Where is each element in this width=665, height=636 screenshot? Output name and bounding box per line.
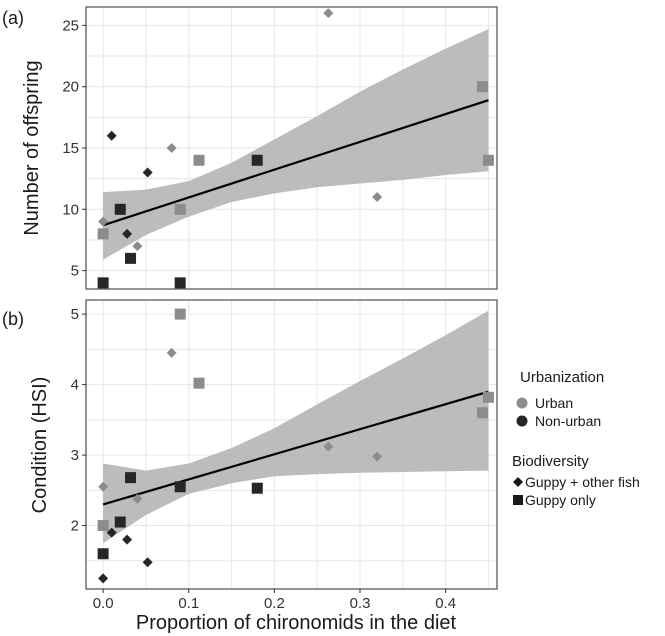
data-point-square: [482, 154, 494, 166]
x-tick-label: 0.3: [350, 595, 371, 612]
panel-b-y-ticks: 2 3 4 5: [71, 306, 86, 535]
legend-swatch-diamond: [513, 477, 523, 487]
y-tick-label: 4: [71, 377, 79, 394]
data-point-square: [114, 203, 126, 215]
data-point-diamond: [323, 8, 334, 19]
data-point-square: [174, 308, 186, 320]
data-point-square: [114, 516, 126, 528]
panel-a-fit-group: [102, 99, 489, 227]
legend-title-biodiversity: Biodiversity: [512, 453, 589, 470]
confidence-band: [103, 29, 489, 260]
legend-label-guppy-other: Guppy + other fish: [525, 474, 640, 490]
panel-b: 2 3 4 5 0.0 0.1 0.2 0.3 0.4: [71, 299, 498, 612]
x-tick-label: 0.0: [93, 595, 114, 612]
data-point-diamond: [323, 441, 334, 452]
data-point-diamond: [166, 143, 177, 153]
legend-title-urbanization: Urbanization: [520, 369, 604, 386]
y-tick-label: 20: [62, 79, 79, 96]
regression-line: [102, 390, 489, 506]
panel-label-a: (a): [2, 8, 24, 28]
panel-b-fit-group: [102, 390, 489, 506]
data-point-square: [97, 520, 109, 532]
legend-label-urban: Urban: [535, 395, 573, 411]
x-tick-label: 0.4: [435, 595, 456, 612]
y-tick-label: 15: [62, 140, 79, 157]
panel-a-band-group: [103, 29, 489, 260]
panel-a: 5 10 15 20 25: [62, 6, 498, 290]
legend-swatch-square: [513, 495, 523, 505]
data-point-square: [476, 81, 488, 93]
data-point-square: [476, 407, 488, 419]
data-point-diamond: [106, 130, 117, 141]
data-point-square: [193, 154, 205, 166]
panel-b-band-group: [103, 310, 489, 544]
data-point-diamond: [372, 451, 383, 462]
data-point-diamond: [142, 557, 153, 568]
y-tick-label: 3: [71, 447, 79, 464]
legend-swatch-urban: [516, 397, 528, 409]
data-point-square: [97, 228, 109, 240]
data-point-square: [97, 277, 109, 289]
y-axis-title-b: Condition (HSI): [29, 377, 51, 514]
data-point-diamond: [372, 192, 383, 203]
data-point-diamond: [122, 228, 133, 239]
y-tick-label: 5: [71, 306, 79, 323]
data-point-diamond: [132, 241, 143, 252]
data-point-square: [174, 481, 186, 493]
data-point-diamond: [122, 534, 133, 545]
panel-border: [85, 299, 498, 590]
data-point-square: [174, 203, 186, 215]
panel-b-border-group: [85, 299, 498, 590]
panel-label-b: (b): [2, 309, 24, 329]
data-point-diamond: [166, 347, 177, 358]
legend: Urbanization Urban Non-urban Biodiversit…: [512, 369, 640, 508]
legend-label-non-urban: Non-urban: [535, 413, 601, 429]
data-point-diamond: [132, 493, 143, 504]
data-point-diamond: [142, 167, 153, 178]
data-point-square: [482, 391, 494, 403]
y-axis-title-a: Number of offspring: [21, 60, 43, 235]
regression-line: [102, 99, 489, 227]
data-point-diamond: [98, 573, 109, 584]
data-point-diamond: [98, 481, 109, 492]
y-tick-label: 10: [62, 201, 79, 218]
x-axis-title: Proportion of chironomids in the diet: [136, 612, 457, 634]
x-tick-label: 0.1: [178, 595, 199, 612]
data-point-square: [251, 482, 263, 494]
data-point-diamond: [106, 527, 117, 538]
data-point-diamond: [98, 216, 109, 227]
data-point-square: [125, 252, 137, 264]
confidence-band: [103, 310, 489, 544]
legend-label-guppy-only: Guppy only: [525, 492, 596, 508]
data-point-square: [251, 154, 263, 166]
data-point-square: [174, 277, 186, 289]
y-tick-label: 5: [71, 263, 79, 280]
panel-a-points: [97, 8, 494, 289]
data-point-square: [125, 472, 137, 484]
legend-swatch-non-urban: [516, 415, 528, 427]
x-tick-label: 0.2: [264, 595, 285, 612]
y-tick-label: 2: [71, 518, 79, 535]
panel-b-x-ticks: 0.0 0.1 0.2 0.3 0.4: [93, 589, 456, 612]
y-tick-label: 25: [62, 17, 79, 34]
data-point-square: [193, 377, 205, 389]
panel-a-y-ticks: 5 10 15 20 25: [62, 17, 86, 280]
panel-b-points: [97, 308, 494, 584]
data-point-square: [97, 548, 109, 560]
